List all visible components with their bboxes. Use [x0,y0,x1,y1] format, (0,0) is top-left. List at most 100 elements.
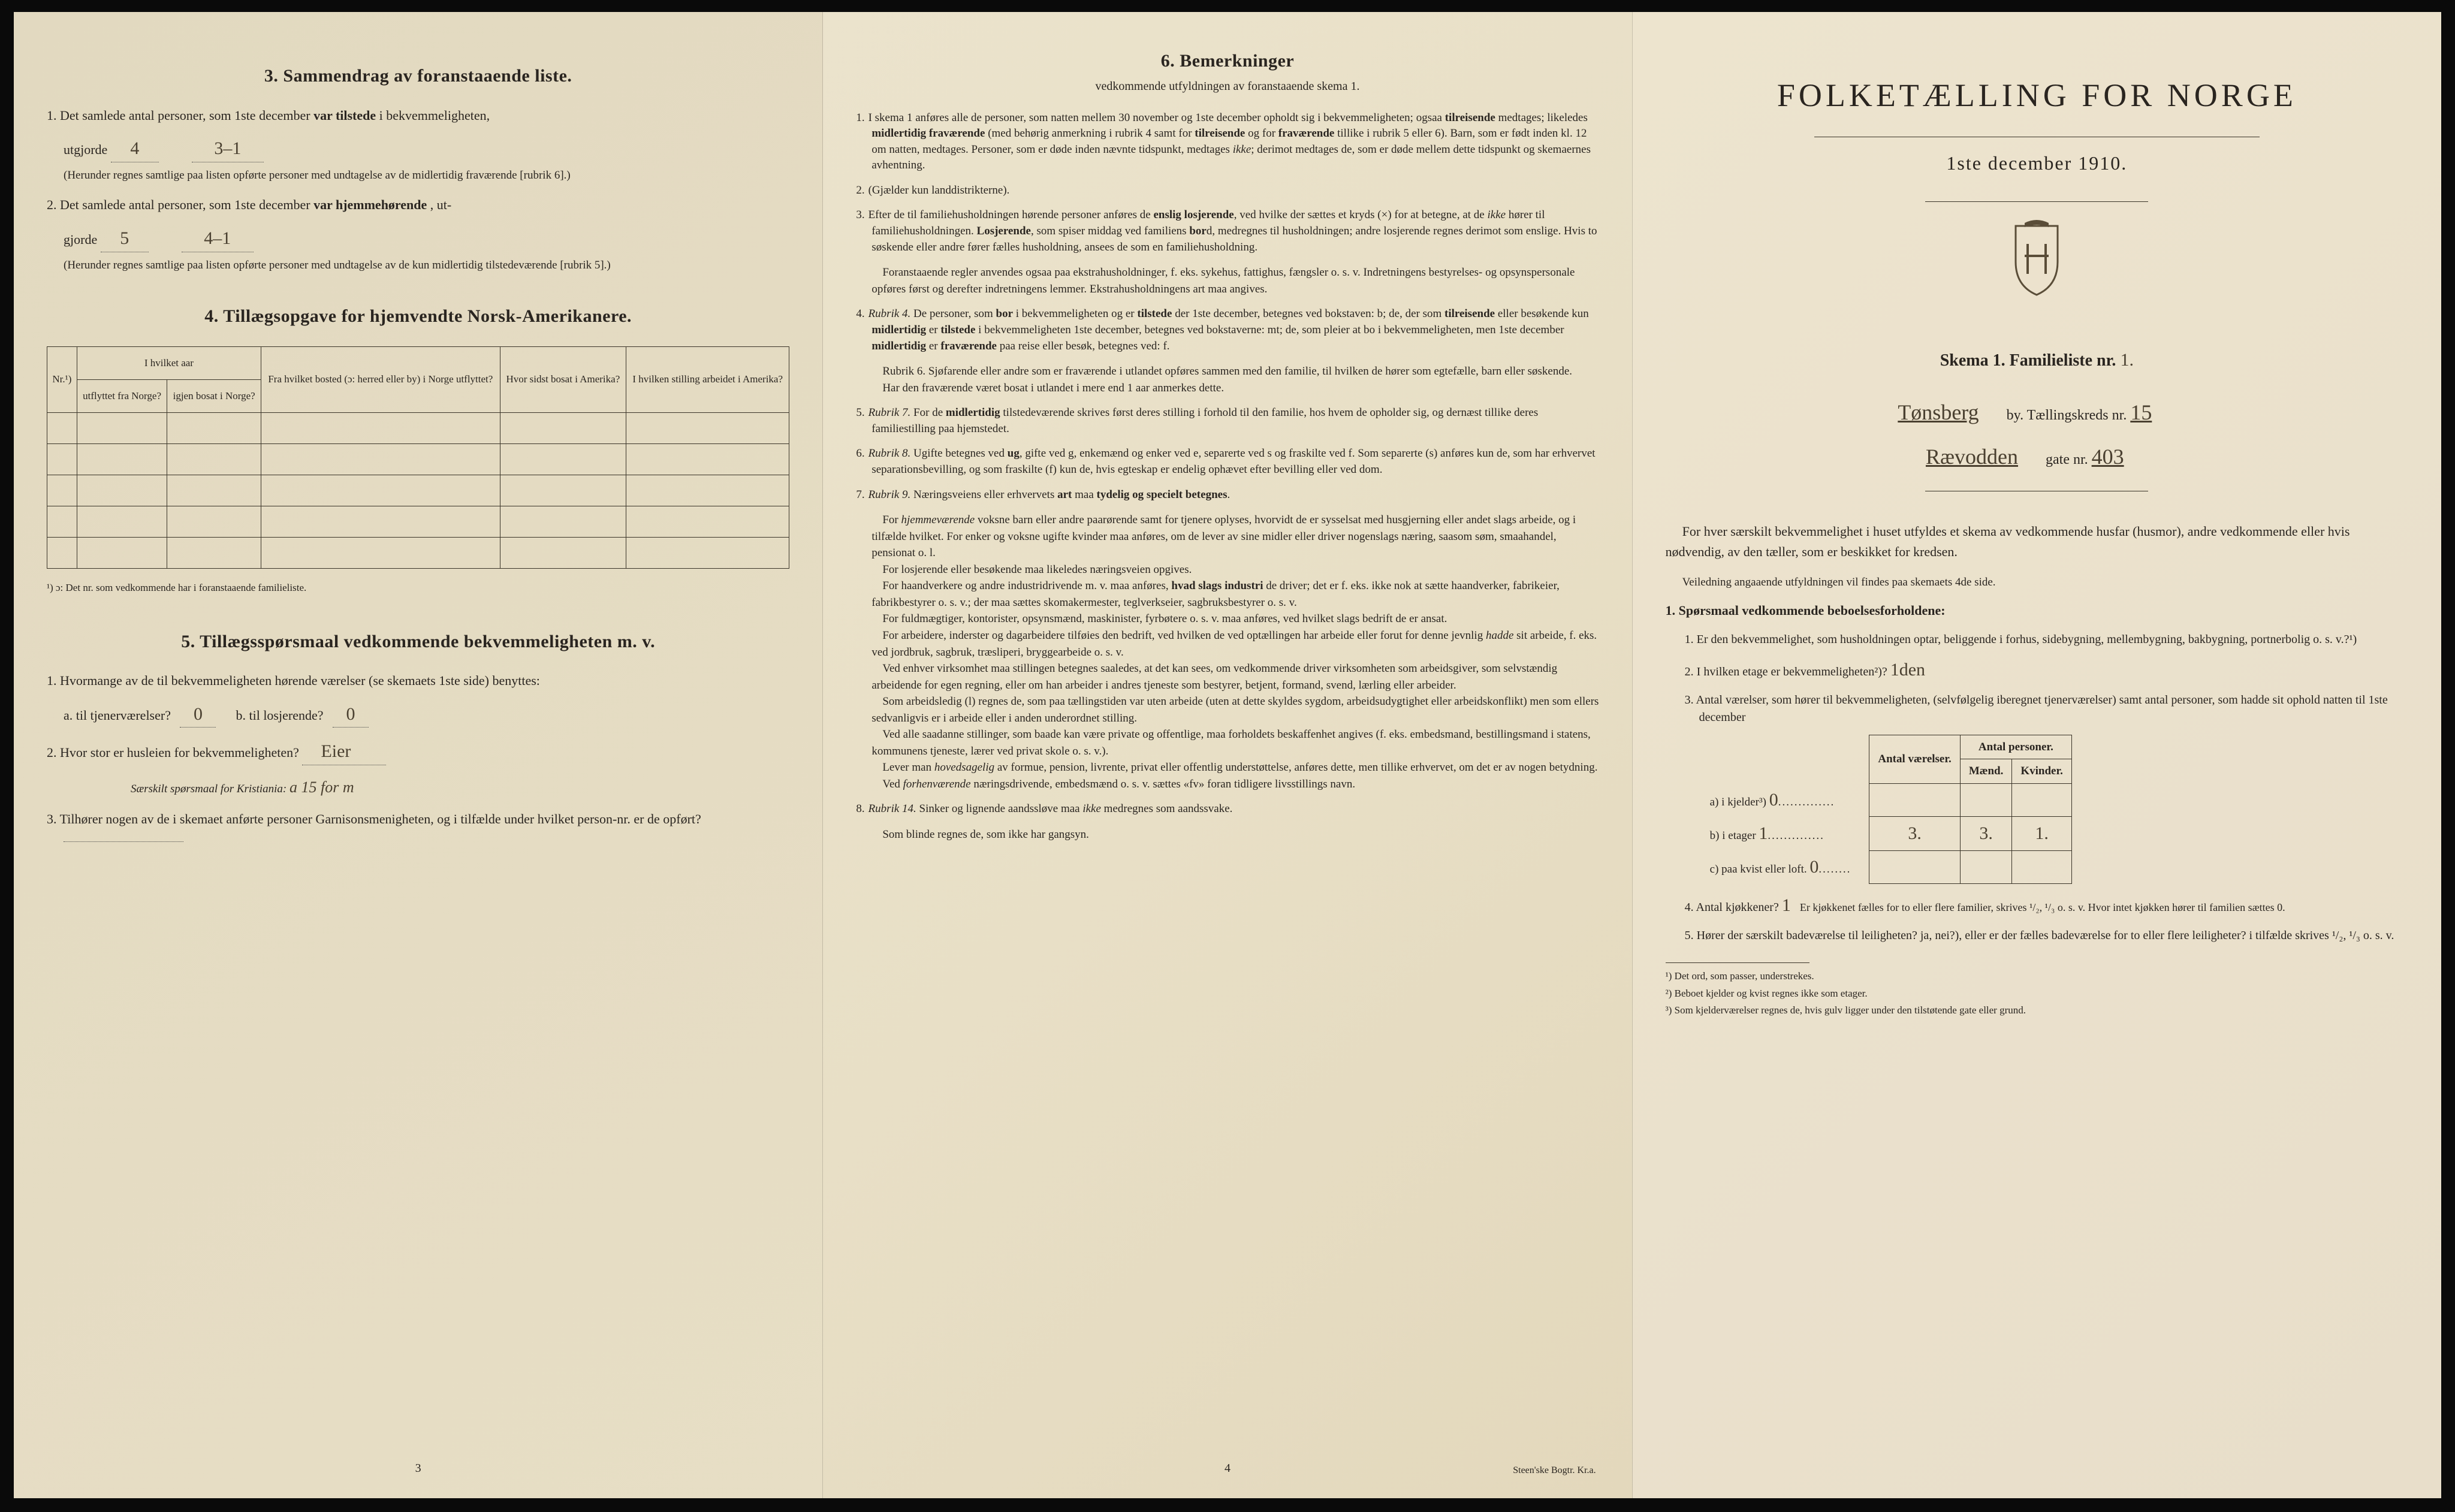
t: , ut- [430,197,451,212]
val: 1. [2012,817,2072,851]
left-panel: 3. Sammendrag av foranstaaende liste. 1.… [14,12,823,1498]
fn: ³) Som kjelderværelser regnes de, hvis g… [1666,1003,2408,1018]
p3-q3: 3. Antal værelser, som hører til bekvemm… [1685,692,2408,726]
fn: ²) Beboet kjelder og kvist regnes ikke s… [1666,986,2408,1001]
bemerk-item: 6.Rubrik 8. Ugifte betegnes ved ug, gift… [856,446,1599,478]
t: var hjemmehørende [313,197,427,212]
t: a. til tjenerværelser? [64,708,171,723]
bemerk-para: Lever man hovedsagelig av formue, pensio… [871,759,1599,776]
sec3-note2: (Herunder regnes samtlige paa listen opf… [47,257,789,274]
t: 2. Hvor stor er husleien for bekvemmelig… [47,745,299,760]
sec3-item2: 2. Det samlede antal personer, som 1ste … [47,195,789,215]
bemerk-item: 4.Rubrik 4. De personer, som bor i bekve… [856,306,1599,354]
val: 3. [1869,817,1960,851]
val: 3–1 [192,135,264,162]
sec5-q1: 1. Hvormange av de til bekvemmeligheten … [47,671,789,690]
rooms-table: Antal værelser. Antal personer. Mænd. Kv… [1702,735,2072,885]
veil-note: Veiledning angaaende utfyldningen vil fi… [1666,574,2408,591]
bemerk-para: For hjemmeværende voksne barn eller andr… [871,512,1599,562]
coat-of-arms-icon [1666,220,2408,317]
main-title: FOLKETÆLLING FOR NORGE [1666,72,2408,119]
bemerk-para: For arbeidere, inderster og dagarbeidere… [871,627,1599,660]
sec6-title: 6. Bemerkninger [856,48,1599,74]
val [64,841,183,842]
sec4-title: 4. Tillægsopgave for hjemvendte Norsk-Am… [47,303,789,330]
val: 1den [1890,660,1925,680]
t: (Herunder regnes samtlige paa listen opf… [64,259,611,271]
th: utflyttet fra Norge? [77,379,167,412]
val: 4 [111,135,159,162]
sec5-title: 5. Tillægsspørsmaal vedkommende bekvemme… [47,629,789,655]
bemerk-para: Som arbeidsledig (l) regnes de, som paa … [871,693,1599,726]
sec5-q1ab: a. til tjenerværelser? 0 b. til losjeren… [64,701,789,728]
bemerk-para: For haandverkere og andre industridriven… [871,578,1599,611]
p3-q1: 1. Er den bekvemmelighet, som husholdnin… [1685,631,2408,648]
main-date: 1ste december 1910. [1666,149,2408,177]
sec3-item2-fill: gjorde 5 4–1 [64,225,789,252]
t: utgjorde [64,142,107,157]
th: Antal værelser. [1869,735,1960,783]
th: Hvor sidst bosat i Amerika? [500,346,626,412]
p3-q4: 4. Antal kjøkkener? 1 Er kjøkkenet fælle… [1685,892,2408,919]
bemerk-para: For fuldmægtiger, kontorister, opsynsmæn… [871,611,1599,627]
p3-q2: 2. I hvilken etage er bekvemmeligheten²)… [1685,657,2408,683]
val: 3. [1960,817,2012,851]
page-num-3: 3 [415,1460,421,1477]
bemerk-para: Ved enhver virksomhet maa stillingen bet… [871,660,1599,693]
sec4-footnote: ¹) ɔ: Det nr. som vedkommende har i fora… [47,581,789,596]
norsk-amerikanere-table: Nr.¹) I hvilket aar Fra hvilket bosted (… [47,346,789,569]
val: 403 [2092,445,2124,469]
sec3-item1-fill: utgjorde 4 3–1 [64,135,789,162]
bemerkninger-list: 1.I skema 1 anføres alle de personer, so… [856,110,1599,843]
val: 0 [333,701,369,728]
val: 1. [2120,350,2134,370]
printer-mark: Steen'ske Bogtr. Kr.a. [1513,1463,1596,1477]
sec3-title: 3. Sammendrag av foranstaaende liste. [47,63,789,89]
th: Antal personer. [1960,735,2071,759]
right-panel: FOLKETÆLLING FOR NORGE 1ste december 191… [1633,12,2441,1498]
t: 3. Tilhører nogen av de i skemaet anført… [47,811,701,826]
bemerk-item: 5.Rubrik 7. For de midlertidig tilstedev… [856,405,1599,437]
t: var tilstede [313,108,376,123]
street-line: Rævodden gate nr. 403 [1666,441,2408,472]
row-b: b) i etager 1.............. [1702,817,1869,851]
page-num-4: 4 [1225,1460,1230,1477]
bemerk-item: 3.Efter de til familiehusholdningen høre… [856,207,1599,255]
intro-para: For hver særskilt bekvemmelighet i huset… [1666,521,2408,562]
val: 15 [2130,400,2152,424]
bemerk-para: Ved alle saadanne stillinger, som baade … [871,726,1599,759]
bemerk-item: 7.Rubrik 9. Næringsveiens eller erhverve… [856,487,1599,503]
t: (Herunder regnes samtlige paa listen opf… [64,169,571,182]
t: Er kjøkkenet fælles for to eller flere f… [1800,901,2285,913]
t: gate nr. [2046,452,2088,467]
val: Tønsberg [1898,400,1979,424]
city-line: Tønsberg by. Tællingskreds nr. 15 [1666,397,2408,428]
val: 1 [1782,895,1791,915]
t: 2. Det samlede antal personer, som 1ste … [47,197,310,212]
t: 2. I hvilken etage er bekvemmeligheten²)… [1685,665,1887,678]
bemerk-para: Ved forhenværende næringsdrivende, embed… [871,776,1599,793]
skema-line: Skema 1. Familieliste nr. 1. [1666,347,2408,373]
sec5-q2-note: Særskilt spørsmaal for Kristiania: a 15 … [131,776,789,799]
bemerk-extra: Som blinde regnes de, som ikke har gangs… [871,826,1599,843]
footnotes: ¹) Det ord, som passer, understrekes. ²)… [1666,962,2408,1018]
t: 4. Antal kjøkkener? [1685,901,1779,914]
t: b. til losjerende? [236,708,323,723]
middle-panel: 6. Bemerkninger vedkommende utfyldningen… [823,12,1632,1498]
bemerk-extra: Rubrik 6. Sjøfarende eller andre som er … [871,363,1599,380]
t: 1. Det samlede antal personer, som 1ste … [47,108,310,123]
row-c: c) paa kvist eller loft. 0........ [1702,850,1869,884]
val: 5 [101,225,149,252]
sec5-q3: 3. Tilhører nogen av de i skemaet anført… [47,810,789,848]
th: Kvinder. [2012,759,2072,784]
val: Rævodden [1926,445,2018,469]
t: Særskilt spørsmaal for Kristiania: [131,783,286,795]
val: Eier [302,738,386,765]
sec3-note1: (Herunder regnes samtlige paa listen opf… [47,167,789,184]
bemerk-para: For losjerende eller besøkende maa likel… [871,562,1599,578]
q-header: 1. Spørsmaal vedkommende beboelsesforhol… [1666,601,2408,620]
bemerk-item: 8.Rubrik 14. Sinker og lignende aandsslø… [856,801,1599,817]
row-a: a) i kjelder³) 0.............. [1702,783,1869,817]
fn: ¹) Det ord, som passer, understrekes. [1666,969,2408,984]
val: a 15 for m [289,778,354,796]
